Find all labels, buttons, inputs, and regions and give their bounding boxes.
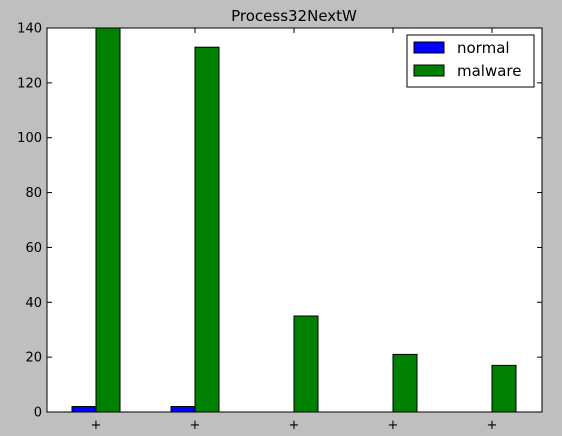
- y-tick-label: 40: [25, 296, 42, 311]
- x-tick-label: +: [487, 418, 498, 432]
- legend-swatch-malware: [413, 64, 445, 77]
- chart-title: Process32NextW: [231, 7, 357, 25]
- bar-normal: [170, 406, 196, 413]
- plot-frame: [46, 27, 543, 413]
- x-tick-label: +: [289, 418, 300, 432]
- legend-label-malware: malware: [457, 62, 522, 80]
- y-tick-label: 140: [17, 22, 42, 37]
- x-tick-label: +: [190, 418, 201, 432]
- y-tick-label: 60: [25, 241, 42, 256]
- x-tick-label: +: [91, 418, 102, 432]
- x-tick-label: +: [388, 418, 399, 432]
- bar-malware: [95, 27, 121, 413]
- bar-normal: [71, 406, 97, 413]
- bar-malware: [392, 353, 418, 413]
- legend-swatch-normal: [413, 41, 445, 54]
- bar-malware: [293, 315, 319, 413]
- legend-label-normal: normal: [457, 39, 510, 57]
- y-tick-label: 80: [25, 186, 42, 201]
- y-tick-label: 0: [34, 406, 42, 421]
- legend: normal malware: [406, 34, 535, 88]
- bar-malware: [491, 364, 517, 413]
- bar-malware: [194, 46, 220, 413]
- y-tick-label: 120: [17, 76, 42, 91]
- y-tick-label: 20: [25, 351, 42, 366]
- y-tick-label: 100: [17, 131, 42, 146]
